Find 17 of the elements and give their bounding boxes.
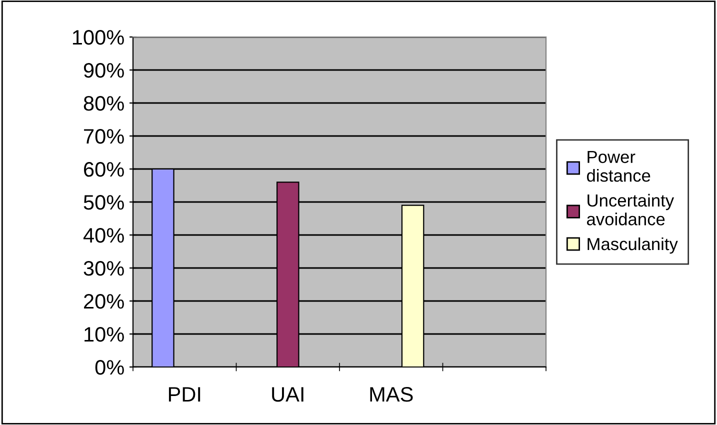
y-tick-label: 80% bbox=[84, 96, 124, 111]
x-tick-label: MAS bbox=[370, 386, 413, 402]
y-tick-label: 100% bbox=[72, 30, 124, 45]
y-tick-label: 70% bbox=[84, 129, 124, 144]
y-tick-label: 40% bbox=[83, 228, 124, 243]
legend-label: Power distance bbox=[586, 150, 650, 182]
y-tick-label: 50% bbox=[84, 195, 124, 210]
y-tick-label: 90% bbox=[84, 63, 124, 78]
y-tick-label: 20% bbox=[84, 294, 124, 309]
y-tick-label: 30% bbox=[84, 261, 124, 276]
x-tick-label: PDI bbox=[168, 387, 200, 402]
y-tick-label: 0% bbox=[95, 360, 124, 375]
legend-label: Masculanity bbox=[588, 237, 678, 254]
y-tick-label: 10% bbox=[84, 327, 124, 342]
x-tick-label: UAI bbox=[272, 387, 304, 402]
y-tick-label: 60% bbox=[84, 162, 124, 177]
legend-label: Uncertainty avoidance bbox=[586, 194, 674, 226]
